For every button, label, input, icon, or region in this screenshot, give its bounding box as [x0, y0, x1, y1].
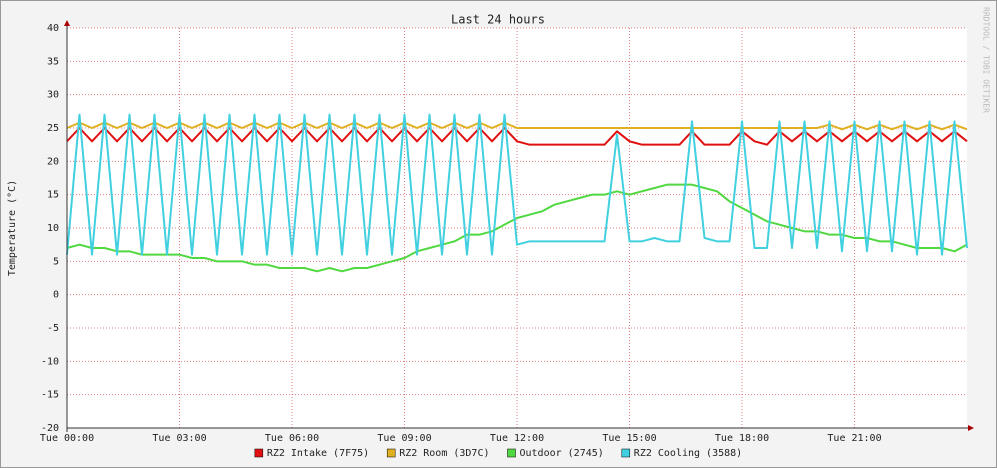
- y-tick-label: 40: [47, 23, 59, 34]
- legend-label: RZ2 Room (3D7C): [399, 448, 489, 459]
- x-arrow: [968, 425, 974, 431]
- series-line: [66, 183, 968, 273]
- series-line: [66, 113, 968, 256]
- legend-label: Outdoor (2745): [520, 448, 604, 459]
- x-tick-label: Tue 12:00: [490, 433, 544, 444]
- y-tick-label: 10: [47, 223, 59, 234]
- chart-title: Last 24 hours: [451, 13, 545, 27]
- y-arrow: [64, 20, 70, 26]
- legend-swatch: [621, 448, 631, 458]
- series-line: [66, 121, 968, 131]
- legend-swatch: [386, 448, 396, 458]
- legend: RZ2 Intake (7F75) RZ2 Room (3D7C) Outdoor …: [254, 448, 742, 459]
- y-tick-label: 0: [53, 290, 59, 301]
- lines: [66, 113, 968, 273]
- legend-swatch: [254, 448, 264, 458]
- y-tick-label: 5: [53, 256, 59, 267]
- series-line: [66, 127, 968, 146]
- y-tick-label: -15: [41, 390, 59, 401]
- y-tick-label: -10: [41, 356, 59, 367]
- legend-label: RZ2 Intake (7F75): [267, 448, 369, 459]
- x-tick-label: Tue 09:00: [377, 433, 431, 444]
- x-tick-label: Tue 15:00: [602, 433, 656, 444]
- x-tick-label: Tue 06:00: [265, 433, 319, 444]
- y-tick-label: -5: [47, 323, 59, 334]
- y-tick-label: 20: [47, 156, 59, 167]
- x-tick-label: Tue 18:00: [715, 433, 769, 444]
- y-axis-label: Temperature (°C): [7, 180, 18, 276]
- watermark: RRDTOOL / TOBI OETIKER: [982, 7, 991, 113]
- y-tick-label: 25: [47, 123, 59, 134]
- y-tick-label: 35: [47, 56, 59, 67]
- y-tick-label: 30: [47, 90, 59, 101]
- x-tick-label: Tue 00:00: [40, 433, 94, 444]
- legend-swatch: [507, 448, 516, 458]
- x-tick-label: Tue 03:00: [152, 433, 206, 444]
- y-tick-label: -20: [41, 423, 59, 434]
- y-tick-label: 15: [47, 190, 59, 201]
- legend-label: RZ2 Cooling (3588): [634, 448, 742, 459]
- x-tick-label: Tue 21:00: [827, 433, 881, 444]
